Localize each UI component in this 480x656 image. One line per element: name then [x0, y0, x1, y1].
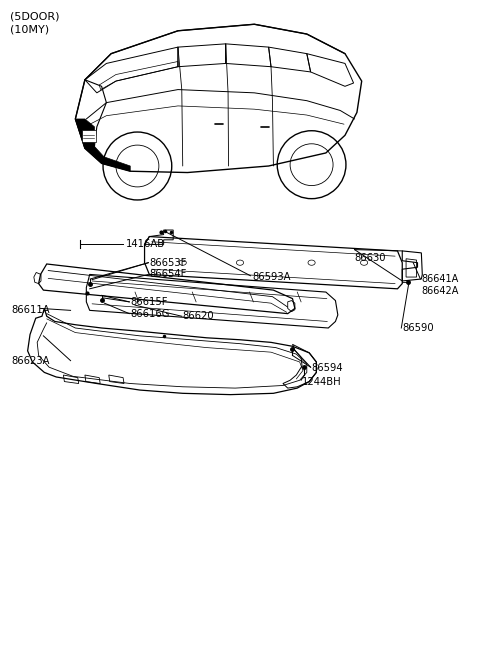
Text: 1416AB: 1416AB	[125, 239, 165, 249]
Text: 86630: 86630	[355, 253, 386, 263]
Text: 86623A: 86623A	[11, 356, 49, 365]
Text: 86653F: 86653F	[149, 258, 187, 268]
Polygon shape	[75, 119, 130, 171]
Text: 86642A: 86642A	[421, 287, 459, 297]
Text: 86594: 86594	[312, 363, 343, 373]
Text: 86641A: 86641A	[421, 274, 458, 284]
FancyBboxPatch shape	[82, 130, 96, 142]
Text: 86611A: 86611A	[11, 305, 49, 316]
Text: 1244BH: 1244BH	[302, 377, 342, 386]
Text: 86615F: 86615F	[130, 297, 168, 307]
Text: 86620: 86620	[183, 311, 215, 321]
Text: 86616G: 86616G	[130, 308, 170, 319]
Text: 86590: 86590	[402, 323, 434, 333]
Text: 86654F: 86654F	[149, 270, 187, 279]
Text: 86593A: 86593A	[252, 272, 290, 282]
Text: (5DOOR)
(10MY): (5DOOR) (10MY)	[10, 11, 60, 34]
